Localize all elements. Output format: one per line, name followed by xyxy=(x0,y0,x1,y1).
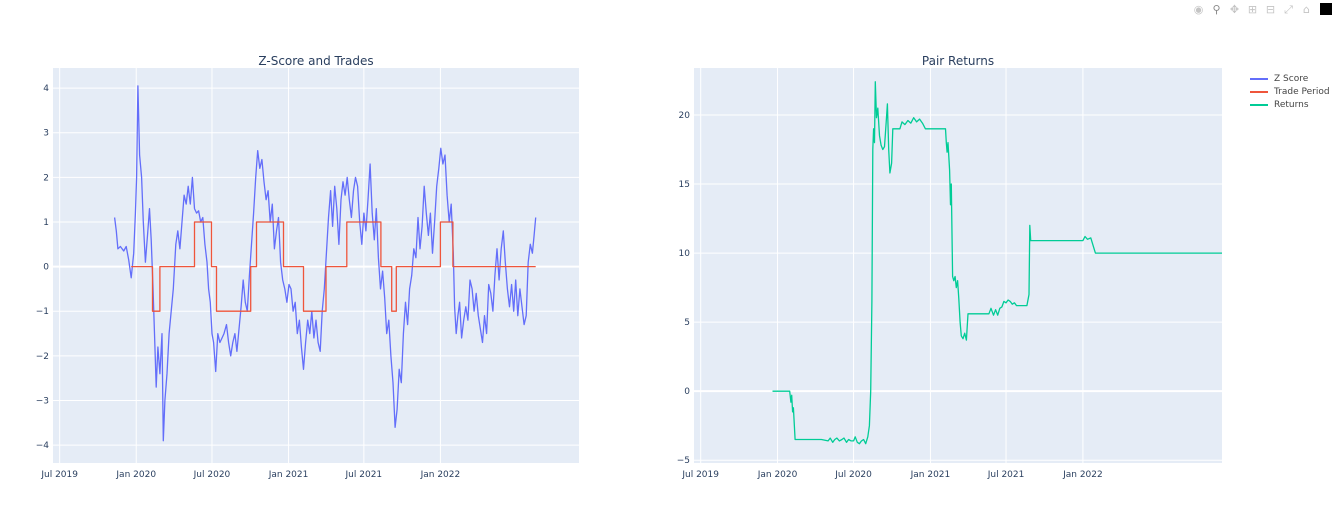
y-tick-label: 20 xyxy=(679,111,691,121)
modebar: ◉ ⚲ ✥ ⊞ ⊟ ⤢ ⌂ xyxy=(1191,2,1332,17)
reset-axes-icon[interactable]: ⌂ xyxy=(1303,3,1310,16)
x-tick-label: Jan 2021 xyxy=(268,470,309,480)
x-tick-label: Jul 2019 xyxy=(40,470,78,480)
x-tick-label: Jul 2020 xyxy=(834,470,872,480)
x-tick-label: Jan 2022 xyxy=(420,470,461,480)
y-tick-label: 0 xyxy=(43,263,49,273)
x-tick-label: Jan 2020 xyxy=(757,470,798,480)
y-tick-label: 0 xyxy=(684,387,690,397)
returns-panel[interactable]: Jul 2019 Jan 2020 Jul 2020 Jan 2021 Jul 2021… xyxy=(677,54,1222,480)
chart-title-returns: Pair Returns xyxy=(922,54,994,68)
tick-labels-returns: Jul 2019 Jan 2020 Jul 2020 Jan 2021 Jul 2021… xyxy=(677,111,1103,480)
x-tick-label: Jul 2021 xyxy=(345,470,383,480)
y-tick-label: −2 xyxy=(36,352,49,362)
chart-title-zscore: Z-Score and Trades xyxy=(258,54,373,68)
series-line-returns[interactable] xyxy=(772,81,1223,445)
y-tick-label: 3 xyxy=(43,129,49,139)
legend-item-trade-period[interactable]: Trade Period xyxy=(1250,85,1330,98)
y-tick-label: 5 xyxy=(684,318,690,328)
y-tick-label: 1 xyxy=(43,218,49,228)
gridlines-returns xyxy=(694,68,1222,463)
zoom-out-icon[interactable]: ⊟ xyxy=(1265,3,1276,16)
y-tick-label: 10 xyxy=(679,249,691,259)
legend-swatch-returns xyxy=(1250,103,1268,106)
x-tick-label: Jan 2022 xyxy=(1062,470,1103,480)
camera-icon[interactable]: ◉ xyxy=(1193,3,1204,16)
plotly-logo-icon[interactable] xyxy=(1320,3,1332,15)
zscore-panel[interactable]: Jul 2019 Jan 2020 Jul 2020 Jan 2021 Jul 2021… xyxy=(36,54,579,480)
y-tick-label: −5 xyxy=(677,456,690,466)
legend-label-trade-period: Trade Period xyxy=(1274,86,1330,97)
autoscale-icon[interactable]: ⤢ xyxy=(1284,3,1293,16)
zoom-icon[interactable]: ⚲ xyxy=(1212,3,1221,16)
legend-item-z-score[interactable]: Z Score xyxy=(1250,72,1330,85)
y-tick-label: −1 xyxy=(36,307,49,317)
y-tick-label: 15 xyxy=(679,180,690,190)
y-tick-label: −4 xyxy=(36,441,50,451)
y-tick-label: −3 xyxy=(36,397,49,407)
x-tick-label: Jan 2021 xyxy=(910,470,951,480)
series-line-z-score[interactable] xyxy=(113,85,537,442)
x-tick-label: Jan 2020 xyxy=(115,470,156,480)
plot-area-returns[interactable] xyxy=(694,68,1222,463)
legend-label-returns: Returns xyxy=(1274,99,1309,110)
zoom-in-icon[interactable]: ⊞ xyxy=(1247,3,1258,16)
series-zscore xyxy=(113,85,537,442)
series-line-trade-period[interactable] xyxy=(131,221,536,312)
legend-swatch-z-score xyxy=(1250,77,1268,80)
y-tick-label: 4 xyxy=(43,84,49,94)
tick-labels-zscore: Jul 2019 Jan 2020 Jul 2020 Jan 2021 Jul 2021… xyxy=(36,84,461,480)
legend-item-returns[interactable]: Returns xyxy=(1250,98,1330,111)
legend-swatch-trade-period xyxy=(1250,90,1268,93)
legend: Z Score Trade Period Returns xyxy=(1250,72,1330,111)
legend-label-z-score: Z Score xyxy=(1274,73,1309,84)
pan-icon[interactable]: ✥ xyxy=(1229,3,1240,16)
x-tick-label: Jul 2019 xyxy=(681,470,719,480)
series-returns xyxy=(772,81,1223,445)
y-tick-label: 2 xyxy=(43,173,49,183)
x-tick-label: Jul 2021 xyxy=(987,470,1025,480)
x-tick-label: Jul 2020 xyxy=(193,470,231,480)
plot-area-zscore[interactable] xyxy=(53,68,579,463)
